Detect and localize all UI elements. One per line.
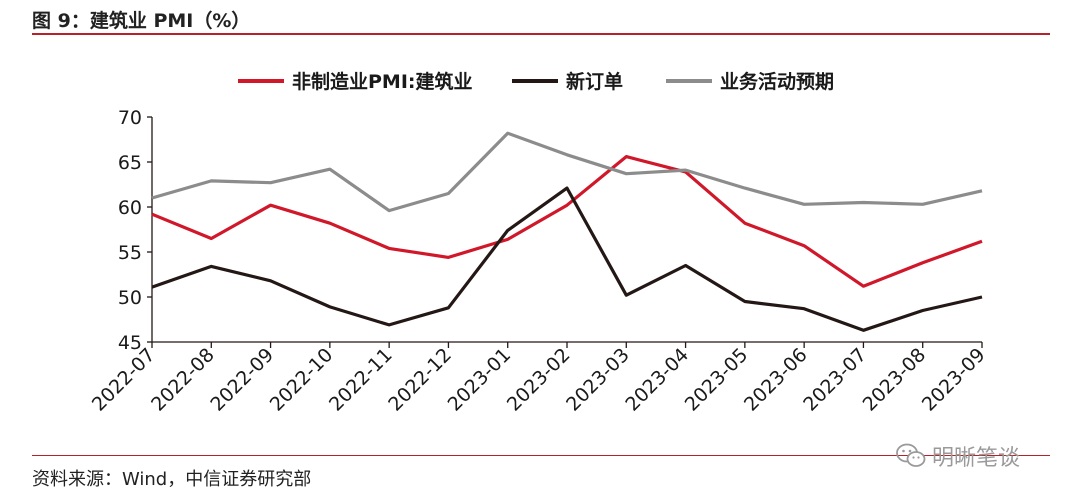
y-tick-label: 50	[118, 287, 142, 309]
x-tick-label: 2023-02	[503, 344, 575, 416]
series-lines	[151, 131, 983, 332]
legend-label-1: 非制造业PMI:建筑业	[292, 70, 473, 93]
source-rule	[32, 455, 1050, 456]
legend-label-3: 业务活动预期	[720, 70, 834, 93]
x-tick-label: 2023-08	[859, 344, 931, 416]
x-tick-label: 2022-12	[384, 344, 456, 416]
x-tick-label: 2023-09	[918, 344, 990, 416]
x-tick-label: 2023-05	[681, 344, 753, 416]
axes: 45 50 55 60 65 70 2022-072022-082022-092022-10…	[88, 107, 990, 416]
y-tick-label: 65	[118, 152, 142, 174]
series-line-1	[151, 155, 983, 288]
series-line-3	[151, 131, 983, 213]
y-tick-label: 70	[118, 107, 142, 129]
series-line-2	[151, 186, 983, 332]
x-tick-label: 2022-08	[147, 344, 219, 416]
figure-title: 图 9：建筑业 PMI（%）	[32, 10, 251, 32]
legend-label-2: 新订单	[566, 70, 623, 93]
x-tick-label: 2023-06	[740, 344, 812, 416]
x-tick-label: 2022-10	[266, 344, 338, 416]
title-rule	[32, 33, 1050, 35]
legend: 非制造业PMI:建筑业 新订单 业务活动预期	[238, 70, 834, 93]
x-tick-label: 2023-07	[799, 344, 871, 416]
y-tick-label: 45	[118, 332, 142, 354]
x-tick-label: 2023-03	[562, 344, 634, 416]
watermark-text: 明晰笔谈	[932, 446, 1021, 471]
x-tick-label: 2022-09	[206, 344, 278, 416]
x-tick-label: 2022-11	[325, 344, 397, 416]
y-tick-label: 60	[118, 197, 142, 219]
x-tick-label: 2023-04	[621, 344, 693, 416]
wechat-icon	[896, 443, 926, 469]
watermark: 明晰笔谈	[896, 440, 1020, 472]
x-tick-label: 2023-01	[444, 344, 516, 416]
source-note: 资料来源：Wind，中信证券研究部	[32, 469, 312, 490]
pmi-line-chart: 非制造业PMI:建筑业 新订单 业务活动预期 45 50 55 60 65 70 2022-07…	[88, 70, 990, 416]
y-tick-label: 55	[118, 242, 142, 264]
x-tick-label: 2022-07	[88, 344, 160, 416]
